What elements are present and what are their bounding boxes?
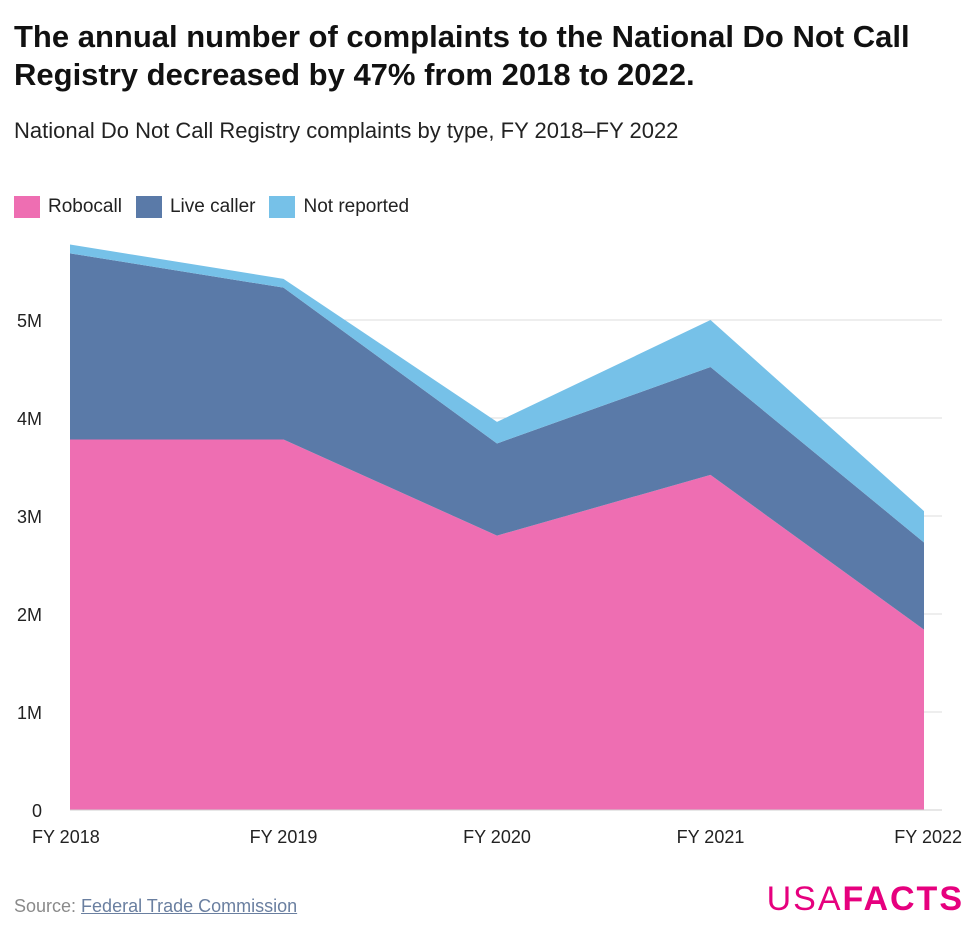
logo-facts: FACTS [842,880,964,918]
legend-label-live-caller: Live caller [169,196,256,217]
x-tick-label-0: FY 2018 [32,827,100,847]
legend-swatch-live-caller [135,196,162,218]
legend-item-robocall: Robocall [14,196,122,218]
area-not-reported [70,244,924,543]
area-robocall [70,439,924,810]
x-tick-label-2: FY 2020 [463,827,531,847]
source-note: Source: Federal Trade Commission [14,896,297,917]
area-live-caller [70,253,924,630]
chart-subtitle: National Do Not Call Registry complaints… [14,118,679,143]
source-link[interactable]: Federal Trade Commission [81,896,298,916]
y-tick-label-0: 0 [32,801,42,821]
legend-item-not-reported: Not reported [269,196,409,218]
legend-item-live-caller: Live caller [135,196,256,218]
usafacts-logo: USAFACTS [767,880,964,919]
x-tick-label-1: FY 2019 [250,827,318,847]
legend-swatch-not-reported [269,196,296,218]
y-tick-label-3: 3M [17,507,42,527]
y-tick-label-1: 1M [17,703,42,723]
logo-usa: USA [766,880,843,918]
legend: Robocall Live caller Not reported [14,196,423,218]
y-tick-label-2: 2M [17,605,42,625]
source-label: Source: [14,896,82,916]
chart-title: The annual number of complaints to the N… [14,19,910,92]
area-chart: 0 1M 2M 3M 4M 5M FY 2018 FY 2019 FY 2020 FY 2021 F… [17,244,962,847]
x-tick-label-3: FY 2021 [677,827,745,847]
y-tick-label-4: 4M [17,409,42,429]
legend-label-robocall: Robocall [48,196,122,217]
y-tick-label-5: 5M [17,311,42,331]
legend-label-not-reported: Not reported [303,196,410,217]
x-tick-label-4: FY 2022 [894,827,962,847]
legend-swatch-robocall [14,196,40,218]
